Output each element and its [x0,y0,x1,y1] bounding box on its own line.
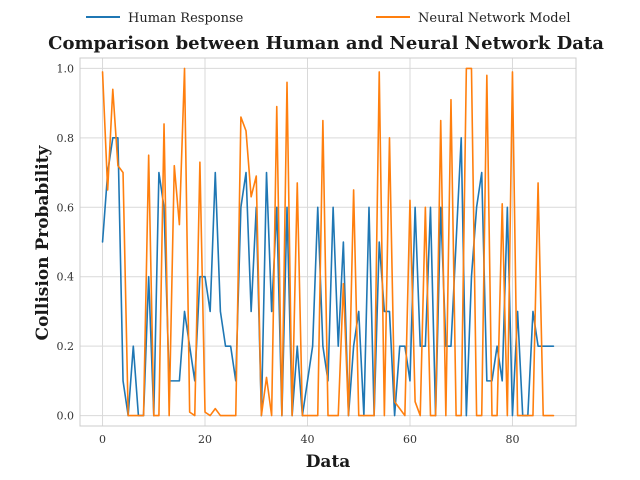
y-tick-label: 0.2 [57,340,75,353]
chart-title: Comparison between Human and Neural Netw… [48,33,604,54]
y-tick-label: 0.6 [57,201,75,214]
series-line-neural-network-model [101,67,555,417]
y-axis-label: Collision Probability [33,144,53,340]
tick-labels: 0 20 40 60 80 0.0 0.2 0.4 0.6 0.8 1.0 [57,62,520,446]
x-tick-label: 0 [99,433,106,446]
series-layer [101,67,555,417]
x-tick-label: 40 [301,433,315,446]
y-tick-label: 0.8 [57,132,75,145]
y-tick-label: 0.0 [57,410,75,423]
y-tick-label: 1.0 [57,62,75,75]
legend: Human Response Neural Network Model [86,11,570,26]
x-tick-label: 80 [505,433,519,446]
plot-frame [79,57,577,427]
legend-label-neural: Neural Network Model [418,11,570,26]
legend-label-human: Human Response [128,11,244,26]
x-tick-label: 60 [403,433,417,446]
x-tick-label: 20 [198,433,212,446]
y-tick-label: 0.4 [57,271,75,284]
x-axis-label: Data [306,452,351,472]
